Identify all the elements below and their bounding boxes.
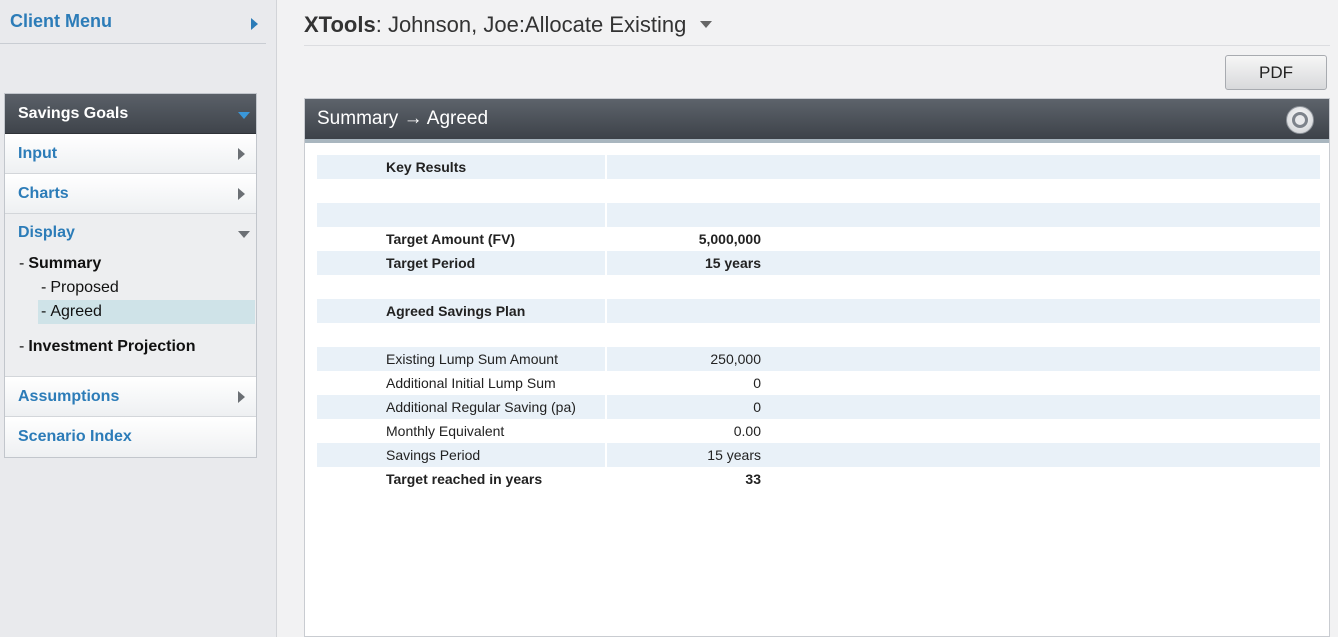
- row-label: Additional Initial Lump Sum: [317, 371, 607, 395]
- page-title[interactable]: XTools: Johnson, Joe:Allocate Existing: [304, 12, 713, 38]
- row-label: Additional Regular Saving (pa): [317, 395, 607, 419]
- app-name: XTools: [304, 12, 376, 37]
- savings-goals-nav: Savings Goals Input Charts Display - Summ…: [4, 93, 257, 458]
- row-value: [607, 323, 761, 347]
- table-row: Target reached in years 33: [317, 467, 1320, 491]
- chevron-right-icon: [238, 148, 245, 160]
- agreed-label: Agreed: [50, 303, 102, 320]
- client-menu-label: Client Menu: [10, 11, 112, 31]
- summary-table: Key Results Target Amount (FV) 5,000,000 …: [317, 155, 1320, 491]
- chevron-down-icon: [238, 231, 250, 238]
- sidebar-item-label: Charts: [18, 184, 69, 202]
- sidebar-item-label: Scenario Index: [18, 428, 132, 445]
- row-value: [607, 155, 761, 179]
- sidebar-item-charts[interactable]: Charts: [5, 174, 256, 214]
- sidebar-item-label: Input: [18, 144, 58, 162]
- table-row: [317, 275, 1320, 299]
- row-value: 15 years: [607, 251, 761, 275]
- chevron-down-icon: [238, 112, 250, 119]
- display-sub-summary[interactable]: - Summary: [5, 252, 256, 276]
- dash: -: [19, 338, 25, 355]
- sidebar-item-input[interactable]: Input: [5, 134, 256, 174]
- table-row: Target Amount (FV) 5,000,000: [317, 227, 1320, 251]
- dash: -: [41, 303, 47, 320]
- summary-label: Summary: [28, 255, 102, 272]
- table-row: [317, 203, 1320, 227]
- sidebar-item-display[interactable]: Display: [5, 214, 256, 252]
- row-value: 15 years: [607, 443, 761, 467]
- sidebar-item-label: Display: [18, 224, 75, 241]
- row-label: Monthly Equivalent: [317, 419, 607, 443]
- client-menu-button[interactable]: Client Menu: [0, 0, 266, 44]
- row-value: 5,000,000: [698, 231, 761, 247]
- table-row: Additional Initial Lump Sum 0: [317, 371, 1320, 395]
- row-label: [317, 275, 607, 299]
- row-label: Target Amount (FV): [317, 227, 607, 251]
- row-label: Savings Period: [317, 443, 607, 467]
- chevron-right-icon: [238, 188, 245, 200]
- row-value: 0: [607, 395, 761, 419]
- display-section: Display - Summary - Proposed - Agreed - Inve…: [5, 214, 256, 377]
- row-value: 33: [745, 471, 761, 487]
- sidebar-item-scenario-index[interactable]: Scenario Index: [5, 417, 256, 457]
- dash: -: [19, 255, 25, 272]
- investment-projection-label: Investment Projection: [28, 338, 196, 355]
- table-row: [317, 179, 1320, 203]
- chevron-right-icon: [251, 18, 258, 30]
- table-row: Agreed Savings Plan: [317, 299, 1320, 323]
- panel-title: Summary → Agreed: [317, 108, 489, 129]
- row-label: Target reached in years: [317, 467, 607, 491]
- row-label: [317, 203, 607, 227]
- settings-icon[interactable]: [1286, 106, 1314, 134]
- summary-panel: Summary → Agreed Key Results Target Amou…: [304, 98, 1330, 637]
- row-value: [607, 299, 761, 323]
- divider: [304, 45, 1330, 46]
- row-value: 0: [753, 375, 761, 391]
- nav-section-savings-goals[interactable]: Savings Goals: [5, 94, 256, 134]
- row-label: [317, 323, 607, 347]
- table-row: Additional Regular Saving (pa) 0: [317, 395, 1320, 419]
- row-label: Existing Lump Sum Amount: [317, 347, 607, 371]
- table-row: Savings Period 15 years: [317, 443, 1320, 467]
- table-row: Target Period 15 years: [317, 251, 1320, 275]
- row-value: [607, 203, 761, 227]
- row-label: Key Results: [317, 155, 607, 179]
- nav-section-title: Savings Goals: [18, 104, 129, 122]
- page-title-text: : Johnson, Joe:Allocate Existing: [375, 12, 687, 37]
- display-sub-agreed[interactable]: - Agreed: [38, 300, 255, 324]
- row-label: Agreed Savings Plan: [317, 299, 607, 323]
- sidebar: Client Menu Savings Goals Input Charts D…: [0, 0, 277, 637]
- chevron-down-icon: [700, 20, 713, 28]
- sidebar-item-assumptions[interactable]: Assumptions: [5, 377, 256, 417]
- chevron-right-icon: [238, 391, 245, 403]
- row-value: [607, 179, 761, 203]
- row-label: [317, 179, 607, 203]
- display-sub-investment-projection[interactable]: - Investment Projection: [5, 324, 256, 370]
- sidebar-item-label: Assumptions: [18, 387, 120, 405]
- row-value: 250,000: [607, 347, 761, 371]
- row-value: [607, 275, 761, 299]
- panel-header: Summary → Agreed: [305, 99, 1329, 143]
- table-row: Key Results: [317, 155, 1320, 179]
- pdf-button[interactable]: PDF: [1225, 55, 1327, 90]
- row-label: Target Period: [317, 251, 607, 275]
- dash: -: [41, 279, 47, 296]
- table-row: Monthly Equivalent 0.00: [317, 419, 1320, 443]
- display-sub-proposed[interactable]: - Proposed: [5, 276, 256, 300]
- proposed-label: Proposed: [50, 279, 119, 296]
- table-row: Existing Lump Sum Amount 250,000: [317, 347, 1320, 371]
- row-value: 0.00: [733, 423, 761, 439]
- table-row: [317, 323, 1320, 347]
